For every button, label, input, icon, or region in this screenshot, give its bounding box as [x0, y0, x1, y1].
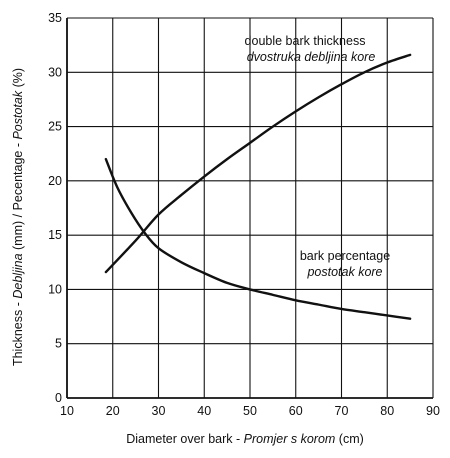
grid	[66, 17, 434, 399]
y-axis-title: Thickness - Debljina (mm) / Pecentage - …	[11, 68, 25, 366]
x-axis-title: Diameter over bark - Promjer s korom (cm…	[126, 432, 364, 446]
y-tick-label: 30	[48, 65, 62, 79]
y-axis-title-italic1: Debljina	[11, 253, 25, 298]
series-label-bark-percentage: bark percentage	[300, 249, 390, 263]
x-tick-label: 30	[152, 404, 166, 418]
x-axis-title-plain: Diameter over bark -	[126, 432, 243, 446]
y-tick-label: 5	[55, 337, 62, 351]
y-tick-label: 20	[48, 174, 62, 188]
x-tick-label: 70	[335, 404, 349, 418]
x-tick-label: 60	[289, 404, 303, 418]
y-axis-title-plain2: (mm) / Pecentage -	[11, 140, 25, 254]
y-tick-label: 0	[55, 391, 62, 405]
x-tick-label: 80	[380, 404, 394, 418]
y-axis-title-plain1: Thickness -	[11, 299, 25, 366]
x-tick-label: 40	[197, 404, 211, 418]
x-tick-label: 10	[60, 404, 74, 418]
series-line-bark-percentage	[104, 157, 412, 320]
series-layer	[104, 53, 412, 320]
y-tick-label: 25	[48, 120, 62, 134]
series-label-double-bark-alt: dvostruka debljina kore	[247, 50, 376, 64]
x-tick-label: 50	[243, 404, 257, 418]
series-label-double-bark: double bark thickness	[245, 34, 366, 48]
y-axis-title-unit: (%)	[11, 68, 25, 91]
series-line-double-bark-thickness	[104, 53, 412, 274]
x-axis-title-unit: (cm)	[335, 432, 363, 446]
y-tick-label: 15	[48, 228, 62, 242]
tick-labels: 10 20 30 40 50 60 70 80 90 0 5 10 15 20 25 30 35	[48, 11, 440, 418]
x-axis-title-italic: Promjer s korom	[244, 432, 336, 446]
y-axis-title-italic2: Postotak	[11, 90, 25, 139]
y-tick-label: 10	[48, 282, 62, 296]
y-tick-label: 35	[48, 11, 62, 25]
x-tick-label: 90	[426, 404, 440, 418]
x-tick-label: 20	[106, 404, 120, 418]
series-label-bark-percentage-alt: postotak kore	[306, 265, 382, 279]
